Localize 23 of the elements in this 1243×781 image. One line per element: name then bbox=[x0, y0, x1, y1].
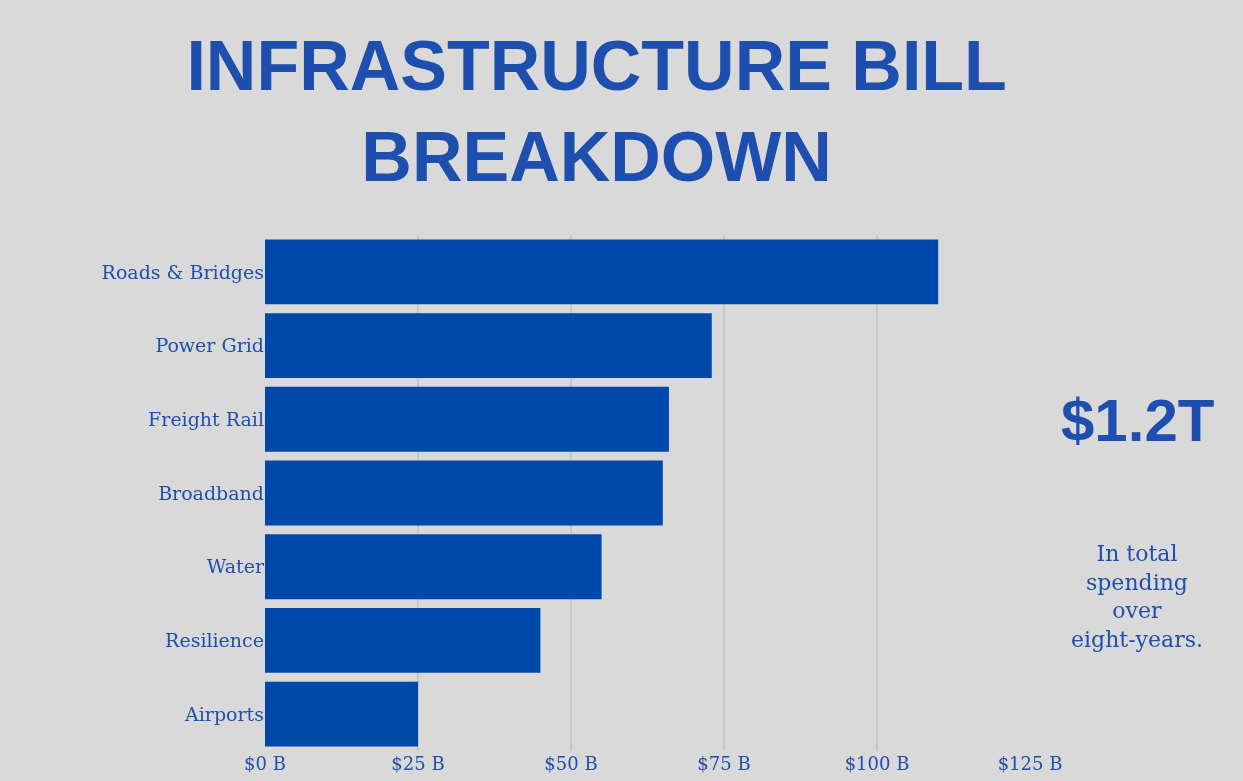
y-tick-label: Water bbox=[206, 555, 265, 578]
bar bbox=[265, 386, 669, 452]
x-tick-label: $75 B bbox=[697, 753, 751, 774]
x-tick-label: $100 B bbox=[844, 753, 910, 774]
bar bbox=[265, 681, 418, 747]
y-tick-label: Roads & Bridges bbox=[101, 260, 264, 283]
y-tick-label: Broadband bbox=[158, 481, 264, 504]
y-tick-label: Resilience bbox=[165, 629, 264, 652]
text: In total spending over eight-years. bbox=[1071, 541, 1203, 652]
chart-title: INFRASTRUCTURE BILL BREAKDOWN bbox=[186, 26, 1007, 196]
y-tick-label: Freight Rail bbox=[148, 407, 264, 430]
y-tick-label: Power Grid bbox=[155, 334, 264, 357]
bar bbox=[265, 534, 602, 600]
x-tick-label: $125 B bbox=[997, 753, 1063, 774]
x-tick-label: $25 B bbox=[391, 753, 445, 774]
bar bbox=[265, 607, 541, 673]
y-tick-label: Airports bbox=[184, 702, 264, 725]
bar bbox=[265, 460, 663, 526]
text: $1.2T bbox=[1061, 387, 1215, 454]
bar bbox=[265, 313, 712, 379]
x-tick-label: $0 B bbox=[244, 753, 286, 774]
x-tick-label: $50 B bbox=[544, 753, 598, 774]
bar bbox=[265, 239, 939, 305]
